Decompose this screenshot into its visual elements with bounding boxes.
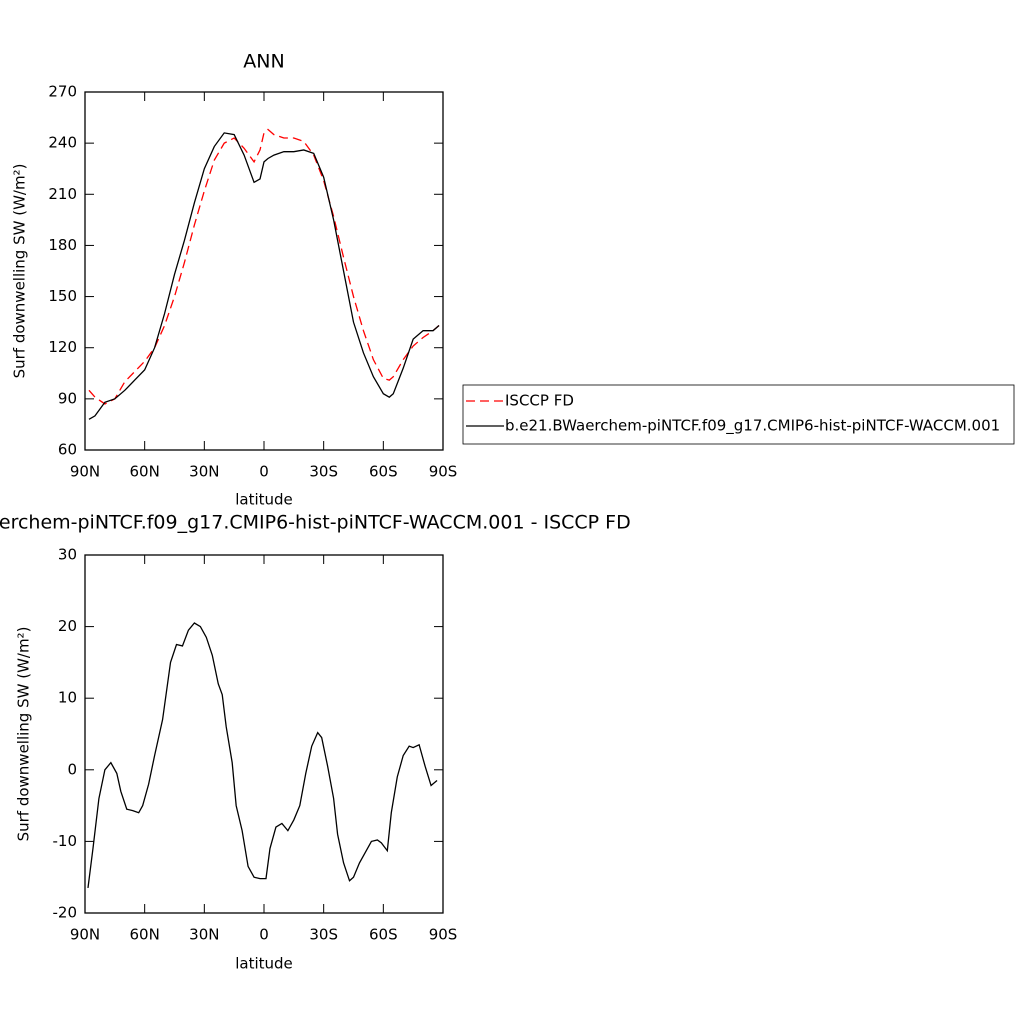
data-line — [87, 622, 438, 889]
y-tick-label: 270 — [48, 83, 77, 101]
y-tick-label: -10 — [53, 832, 78, 850]
x-tick-label: 90S — [429, 926, 458, 944]
y-tick-label: 60 — [58, 441, 77, 459]
x-tick-label: 30S — [309, 926, 338, 944]
x-tick-label: 60N — [130, 926, 160, 944]
data-line — [88, 128, 440, 405]
x-tick-label: 0 — [259, 926, 269, 944]
chart-title: b.e21.BWaerchem-piNTCF.f09_g17.CMIP6-his… — [0, 512, 631, 534]
y-tick-label: 210 — [48, 185, 77, 203]
y-axis-label: Surf downwelling SW (W/m²) — [11, 164, 29, 379]
y-tick-label: 30 — [58, 546, 77, 564]
x-axis-label: latitude — [235, 955, 293, 973]
legend-box — [462, 384, 1015, 445]
legend-label: b.e21.BWaerchem-piNTCF.f09_g17.CMIP6-his… — [505, 417, 1000, 436]
y-tick-label: -20 — [53, 904, 78, 922]
y-tick-label: 10 — [58, 689, 77, 707]
plot-frame — [84, 554, 444, 914]
y-tick-label: 180 — [48, 236, 77, 254]
x-tick-label: 30S — [309, 463, 338, 481]
x-tick-label: 60S — [369, 926, 398, 944]
chart-title: ANN — [243, 51, 284, 73]
y-tick-label: 120 — [48, 338, 77, 356]
x-tick-label: 90N — [70, 463, 100, 481]
x-tick-label: 60N — [130, 463, 160, 481]
x-tick-label: 90N — [70, 926, 100, 944]
y-tick-label: 0 — [67, 760, 77, 778]
x-tick-label: 90S — [429, 463, 458, 481]
y-axis-label: Surf downwelling SW (W/m²) — [15, 627, 33, 842]
y-tick-label: 240 — [48, 134, 77, 152]
plot-frame — [84, 91, 444, 451]
legend-label: ISCCP FD — [505, 392, 574, 410]
y-tick-label: 90 — [58, 389, 77, 407]
x-tick-label: 30N — [189, 926, 219, 944]
data-line — [88, 132, 440, 420]
y-tick-label: 20 — [58, 617, 77, 635]
x-tick-label: 60S — [369, 463, 398, 481]
y-tick-label: 150 — [48, 287, 77, 305]
x-axis-label: latitude — [235, 491, 293, 509]
x-tick-label: 0 — [259, 463, 269, 481]
x-tick-label: 30N — [189, 463, 219, 481]
